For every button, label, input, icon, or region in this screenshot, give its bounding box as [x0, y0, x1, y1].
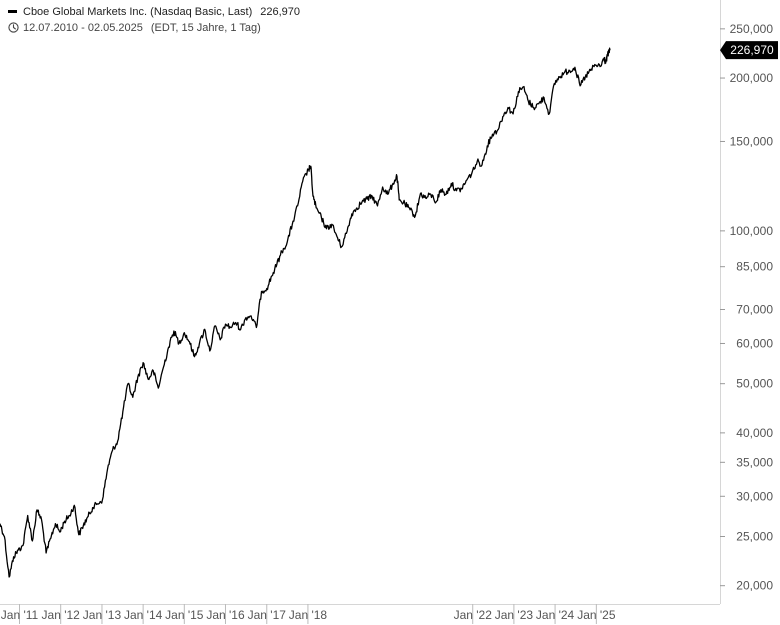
- clock-icon: [8, 21, 19, 33]
- price-line[interactable]: [0, 47, 611, 578]
- y-tick-label: 250,000: [730, 22, 774, 36]
- y-tick-label: 100,000: [730, 224, 774, 238]
- chart-subheader: 12.07.2010 - 02.05.2025 (EDT, 15 Jahre, 1…: [8, 21, 261, 34]
- instrument-title: Cboe Global Markets Inc. (Nasdaq Basic, …: [23, 6, 253, 18]
- chart-header: Cboe Global Markets Inc. (Nasdaq Basic, …: [8, 6, 300, 18]
- last-value-header: 226,970: [260, 6, 301, 18]
- y-tick-label: 70,000: [736, 302, 773, 316]
- x-tick-label: Jan '24: [536, 608, 575, 622]
- x-tick-label: Jan '16: [206, 608, 245, 622]
- x-tick-label: Jan '11: [1, 608, 39, 622]
- y-tick-label: 50,000: [736, 377, 773, 391]
- last-value-badge-label: 226,970: [730, 43, 774, 57]
- period-info: (EDT, 15 Jahre, 1 Tag): [150, 22, 261, 34]
- y-tick-label: 30,000: [736, 489, 773, 503]
- last-value-badge: [720, 41, 778, 60]
- x-tick-label: Jan '12: [42, 608, 81, 622]
- y-tick-label: 25,000: [736, 529, 773, 543]
- x-tick-label: Jan '18: [289, 608, 328, 622]
- y-tick-label: 35,000: [736, 455, 773, 469]
- line-swatch-icon: [8, 9, 17, 13]
- x-tick-label: Jan '15: [165, 608, 204, 622]
- y-tick-label: 150,000: [730, 134, 774, 148]
- x-tick-label: Jan '17: [248, 608, 287, 622]
- y-tick-label: 85,000: [736, 260, 773, 274]
- x-tick-label: Jan '22: [454, 608, 493, 622]
- date-range: 12.07.2010 - 02.05.2025: [23, 22, 143, 34]
- x-tick-label: Jan '25: [577, 608, 616, 622]
- x-tick-label: Jan '13: [83, 608, 122, 622]
- x-tick-label: Jan '14: [124, 608, 163, 622]
- x-tick-label: Jan '23: [495, 608, 534, 622]
- y-tick-label: 60,000: [736, 336, 773, 350]
- y-tick-label: 20,000: [736, 579, 773, 593]
- y-tick-label: 40,000: [736, 426, 773, 440]
- y-tick-label: 200,000: [730, 71, 774, 85]
